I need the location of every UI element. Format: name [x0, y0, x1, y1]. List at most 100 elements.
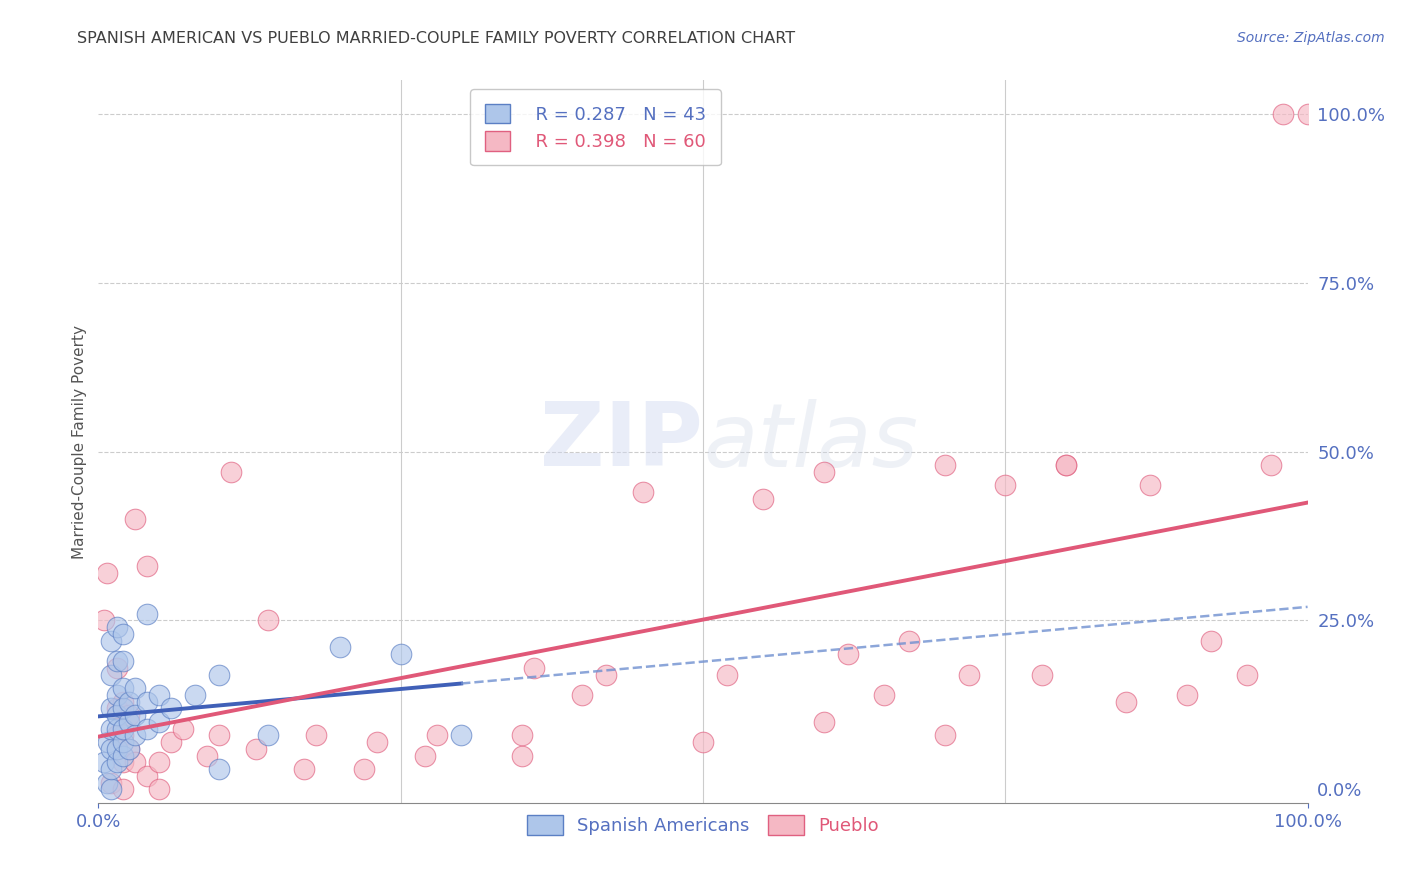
Point	[1236, 667, 1258, 681]
Point	[692, 735, 714, 749]
Point	[124, 728, 146, 742]
Point	[353, 762, 375, 776]
Point	[111, 694, 134, 708]
Point	[93, 756, 115, 770]
Point	[329, 640, 352, 655]
Point	[1115, 694, 1137, 708]
Point	[135, 607, 157, 621]
Point	[1272, 107, 1295, 121]
Point	[1199, 633, 1222, 648]
Point	[1139, 478, 1161, 492]
Point	[366, 735, 388, 749]
Point	[148, 756, 170, 770]
Point	[124, 708, 146, 723]
Point	[118, 741, 141, 756]
Point	[195, 748, 218, 763]
Point	[111, 681, 134, 695]
Point	[124, 512, 146, 526]
Point	[897, 633, 920, 648]
Point	[100, 722, 122, 736]
Point	[305, 728, 328, 742]
Point	[118, 708, 141, 723]
Point	[413, 748, 436, 763]
Point	[135, 694, 157, 708]
Point	[510, 728, 533, 742]
Point	[105, 741, 128, 756]
Point	[184, 688, 207, 702]
Point	[172, 722, 194, 736]
Text: ZIP: ZIP	[540, 398, 703, 485]
Point	[111, 748, 134, 763]
Point	[93, 614, 115, 628]
Point	[118, 741, 141, 756]
Point	[934, 728, 956, 742]
Text: SPANISH AMERICAN VS PUEBLO MARRIED-COUPLE FAMILY POVERTY CORRELATION CHART: SPANISH AMERICAN VS PUEBLO MARRIED-COUPL…	[77, 31, 796, 46]
Point	[837, 647, 859, 661]
Point	[389, 647, 412, 661]
Point	[105, 688, 128, 702]
Point	[595, 667, 617, 681]
Point	[100, 701, 122, 715]
Point	[105, 701, 128, 715]
Point	[208, 667, 231, 681]
Point	[631, 485, 654, 500]
Point	[426, 728, 449, 742]
Point	[100, 775, 122, 789]
Point	[256, 614, 278, 628]
Point	[105, 661, 128, 675]
Point	[100, 782, 122, 797]
Point	[111, 722, 134, 736]
Point	[111, 701, 134, 715]
Point	[873, 688, 896, 702]
Y-axis label: Married-Couple Family Poverty: Married-Couple Family Poverty	[72, 325, 87, 558]
Point	[1175, 688, 1198, 702]
Point	[1260, 458, 1282, 472]
Point	[105, 708, 128, 723]
Point	[994, 478, 1017, 492]
Text: Source: ZipAtlas.com: Source: ZipAtlas.com	[1237, 31, 1385, 45]
Point	[111, 728, 134, 742]
Point	[813, 465, 835, 479]
Point	[96, 566, 118, 581]
Point	[100, 667, 122, 681]
Point	[221, 465, 243, 479]
Point	[1054, 458, 1077, 472]
Point	[256, 728, 278, 742]
Point	[1296, 107, 1319, 121]
Legend: Spanish Americans, Pueblo: Spanish Americans, Pueblo	[517, 806, 889, 845]
Point	[105, 728, 128, 742]
Point	[105, 620, 128, 634]
Point	[100, 633, 122, 648]
Point	[957, 667, 980, 681]
Point	[135, 722, 157, 736]
Text: atlas: atlas	[703, 399, 918, 484]
Point	[100, 741, 122, 756]
Point	[813, 714, 835, 729]
Point	[124, 681, 146, 695]
Point	[97, 735, 120, 749]
Point	[716, 667, 738, 681]
Point	[208, 762, 231, 776]
Point	[752, 491, 775, 506]
Point	[111, 735, 134, 749]
Point	[124, 756, 146, 770]
Point	[111, 782, 134, 797]
Point	[160, 735, 183, 749]
Point	[111, 654, 134, 668]
Point	[135, 769, 157, 783]
Point	[1031, 667, 1053, 681]
Point	[111, 627, 134, 641]
Point	[292, 762, 315, 776]
Point	[111, 756, 134, 770]
Point	[96, 775, 118, 789]
Point	[148, 714, 170, 729]
Point	[510, 748, 533, 763]
Point	[100, 762, 122, 776]
Point	[118, 694, 141, 708]
Point	[105, 722, 128, 736]
Point	[208, 728, 231, 742]
Point	[135, 559, 157, 574]
Point	[450, 728, 472, 742]
Point	[1054, 458, 1077, 472]
Point	[571, 688, 593, 702]
